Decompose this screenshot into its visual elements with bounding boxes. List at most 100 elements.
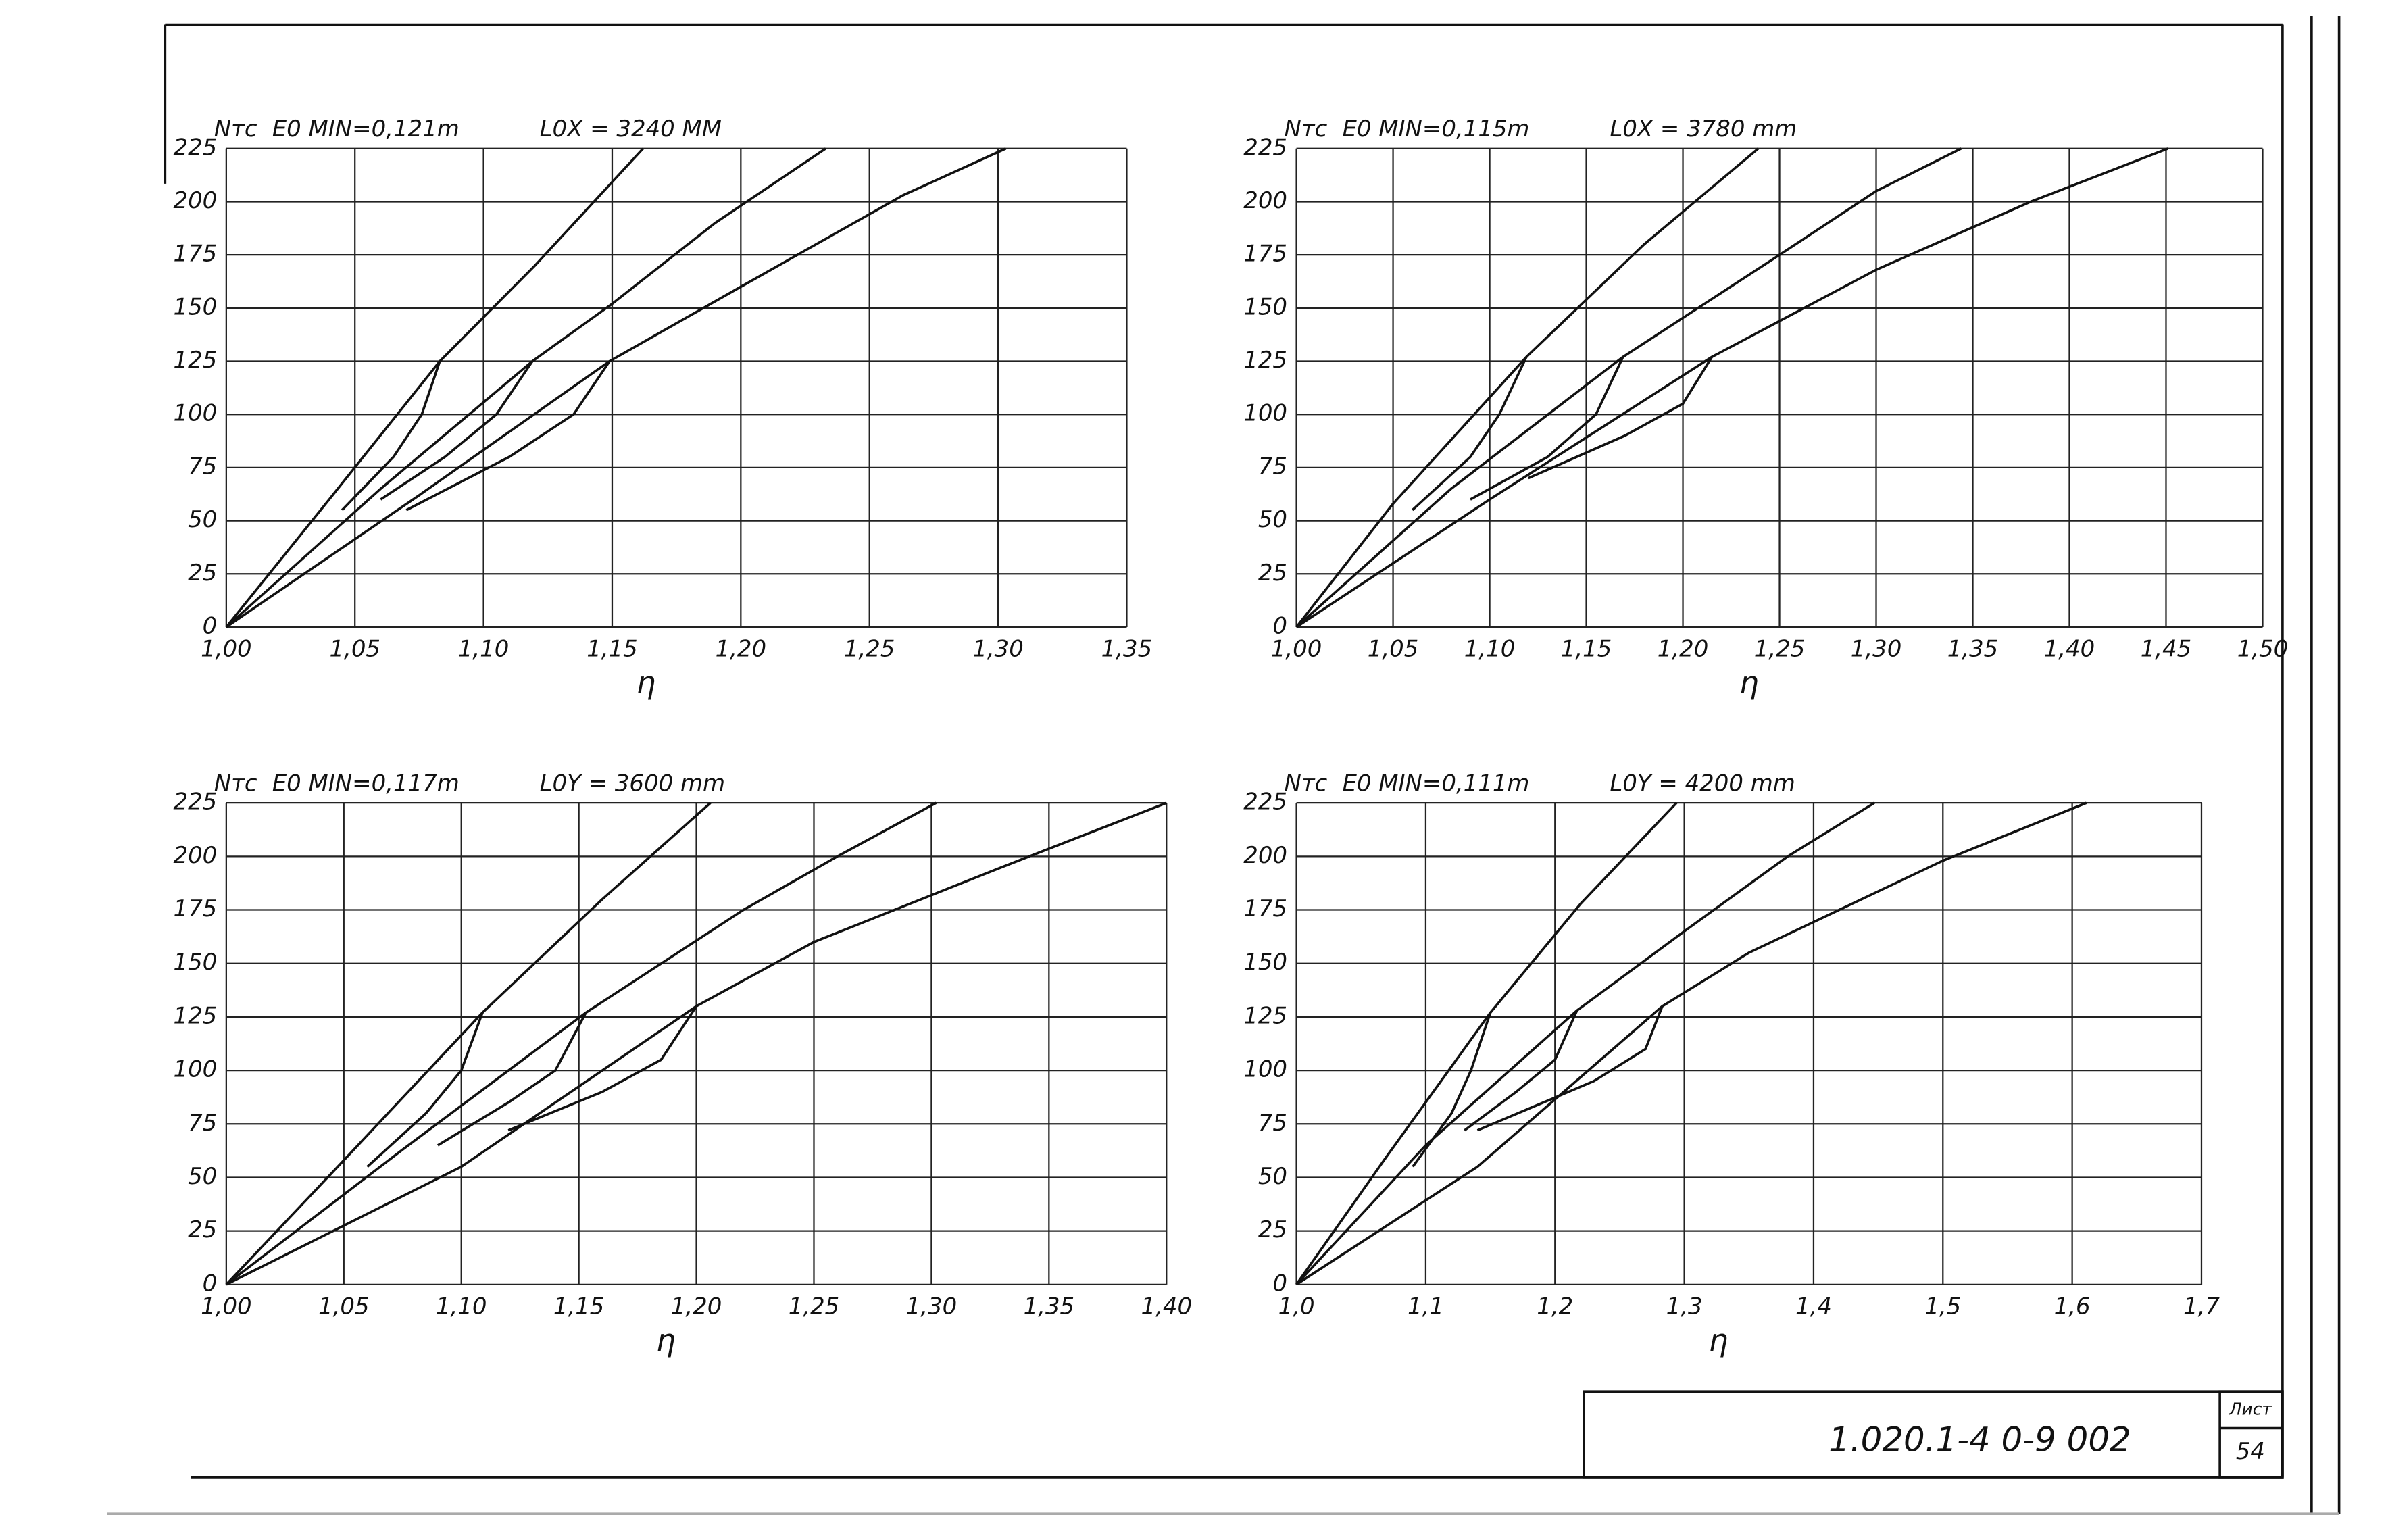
y-tick-label: 25 bbox=[188, 560, 217, 587]
annotation: E0 MIN=0,115m bbox=[1342, 116, 1529, 143]
x-tick-label: 1,1 bbox=[1408, 1293, 1444, 1320]
sheet-label: Лист bbox=[2229, 1399, 2273, 1418]
x-tick-label: 1,35 bbox=[1947, 636, 1999, 662]
y-tick-label: 200 bbox=[1243, 188, 1287, 214]
y-tick-label: 100 bbox=[174, 1057, 218, 1083]
x-tick-label: 1,30 bbox=[1851, 636, 1902, 662]
curve bbox=[225, 147, 1007, 628]
curve bbox=[225, 147, 644, 628]
y-tick-label: 100 bbox=[1243, 1057, 1287, 1083]
x-tick-label: 1,7 bbox=[2183, 1293, 2220, 1320]
y-tick-label: 175 bbox=[1243, 241, 1287, 268]
x-tick-label: 1,15 bbox=[587, 636, 638, 662]
x-tick-label: 1,40 bbox=[1141, 1293, 1193, 1320]
y-tick-label: 125 bbox=[1243, 1003, 1287, 1029]
curve bbox=[437, 1012, 587, 1147]
x-tick-label: 1,00 bbox=[201, 636, 252, 662]
x-tick-label: 1,10 bbox=[1464, 636, 1516, 662]
curve bbox=[1295, 147, 1962, 628]
curve bbox=[1295, 147, 2169, 628]
curve bbox=[366, 1012, 484, 1168]
x-tick-label: 1,5 bbox=[1924, 1293, 1961, 1320]
curve bbox=[1464, 1010, 1578, 1132]
curve bbox=[380, 360, 534, 501]
x-tick-label: 1,3 bbox=[1666, 1293, 1703, 1320]
curve bbox=[405, 360, 611, 512]
drawing-code: 1.020.1-4 0-9 002 bbox=[1829, 1420, 2131, 1459]
y-tick-label: 150 bbox=[1243, 294, 1287, 320]
x-tick-label: 1,10 bbox=[436, 1293, 487, 1320]
y-tick-label: 0 bbox=[203, 613, 218, 639]
y-tick-label: 25 bbox=[1258, 560, 1287, 587]
x-tick-label: 1,05 bbox=[318, 1293, 370, 1320]
sheet-box bbox=[2218, 1390, 2284, 1479]
x-tick-label: 1,25 bbox=[1754, 636, 1806, 662]
x-tick-label: 1,40 bbox=[2044, 636, 2095, 662]
y-tick-label: 50 bbox=[1258, 1164, 1287, 1190]
annotation: E0 MIN=0,111m bbox=[1342, 770, 1529, 797]
x-tick-label: 1,20 bbox=[1658, 636, 1709, 662]
y-tick-label: 125 bbox=[1243, 347, 1287, 374]
x-tick-label: 1,30 bbox=[972, 636, 1024, 662]
y-tick-label: 150 bbox=[174, 294, 218, 320]
curve bbox=[341, 360, 441, 512]
x-tick-label: 1,50 bbox=[2237, 636, 2289, 662]
y-tick-label: 50 bbox=[188, 507, 217, 533]
y-tick-label: 175 bbox=[1243, 896, 1287, 922]
y-tick-label: 75 bbox=[188, 1110, 217, 1137]
y-axis-label: Nтс bbox=[1284, 116, 1327, 143]
x-tick-label: 1,05 bbox=[329, 636, 380, 662]
x-tick-label: 1,00 bbox=[201, 1293, 252, 1320]
curve bbox=[1476, 1005, 1664, 1132]
y-tick-label: 75 bbox=[188, 453, 217, 480]
x-tick-label: 1,00 bbox=[1271, 636, 1322, 662]
y-axis-label: Nтс bbox=[1284, 770, 1327, 797]
x-tick-label: 1,20 bbox=[716, 636, 767, 662]
x-tick-label: 1,30 bbox=[906, 1293, 957, 1320]
x-tick-label: 1,2 bbox=[1537, 1293, 1573, 1320]
y-axis-label: Nтс bbox=[214, 116, 257, 143]
x-axis-label: η bbox=[1709, 1322, 1728, 1358]
curve bbox=[225, 147, 826, 628]
y-tick-label: 200 bbox=[174, 843, 218, 869]
curve bbox=[1295, 147, 1760, 628]
y-tick-label: 75 bbox=[1258, 453, 1287, 480]
x-tick-label: 1,35 bbox=[1101, 636, 1153, 662]
y-tick-label: 150 bbox=[1243, 949, 1287, 976]
y-tick-label: 50 bbox=[188, 1164, 217, 1190]
annotation: L0Y = 3600 mm bbox=[540, 770, 725, 797]
y-tick-label: 225 bbox=[1243, 789, 1287, 816]
y-tick-label: 225 bbox=[174, 134, 218, 161]
x-tick-label: 1,15 bbox=[1561, 636, 1612, 662]
y-tick-label: 0 bbox=[203, 1270, 218, 1297]
x-tick-label: 1,25 bbox=[844, 636, 895, 662]
x-tick-label: 1,6 bbox=[2054, 1293, 2091, 1320]
x-tick-label: 1,0 bbox=[1278, 1293, 1315, 1320]
y-tick-label: 50 bbox=[1258, 507, 1287, 533]
y-tick-label: 200 bbox=[1243, 843, 1287, 869]
y-tick-label: 150 bbox=[174, 949, 218, 976]
sheet-number: 54 bbox=[2236, 1439, 2265, 1465]
y-tick-label: 25 bbox=[1258, 1217, 1287, 1243]
x-tick-label: 1,45 bbox=[2141, 636, 2192, 662]
y-tick-label: 25 bbox=[188, 1217, 217, 1243]
x-axis-label: η bbox=[637, 665, 656, 701]
curve bbox=[225, 801, 712, 1286]
curve bbox=[1412, 1012, 1492, 1168]
y-axis-label: Nтс bbox=[214, 770, 257, 797]
x-tick-label: 1,05 bbox=[1368, 636, 1419, 662]
y-tick-label: 125 bbox=[174, 347, 218, 374]
curve bbox=[1295, 801, 2087, 1286]
x-tick-label: 1,4 bbox=[1795, 1293, 1832, 1320]
annotation: E0 MIN=0,117m bbox=[272, 770, 459, 797]
x-tick-label: 1,15 bbox=[553, 1293, 605, 1320]
curve bbox=[1470, 356, 1624, 501]
annotation: L0X = 3780 mm bbox=[1610, 116, 1797, 143]
y-tick-label: 100 bbox=[174, 401, 218, 427]
x-tick-label: 1,35 bbox=[1024, 1293, 1075, 1320]
y-tick-label: 75 bbox=[1258, 1110, 1287, 1137]
annotation: L0X = 3240 MM bbox=[540, 116, 722, 143]
y-tick-label: 125 bbox=[174, 1003, 218, 1029]
